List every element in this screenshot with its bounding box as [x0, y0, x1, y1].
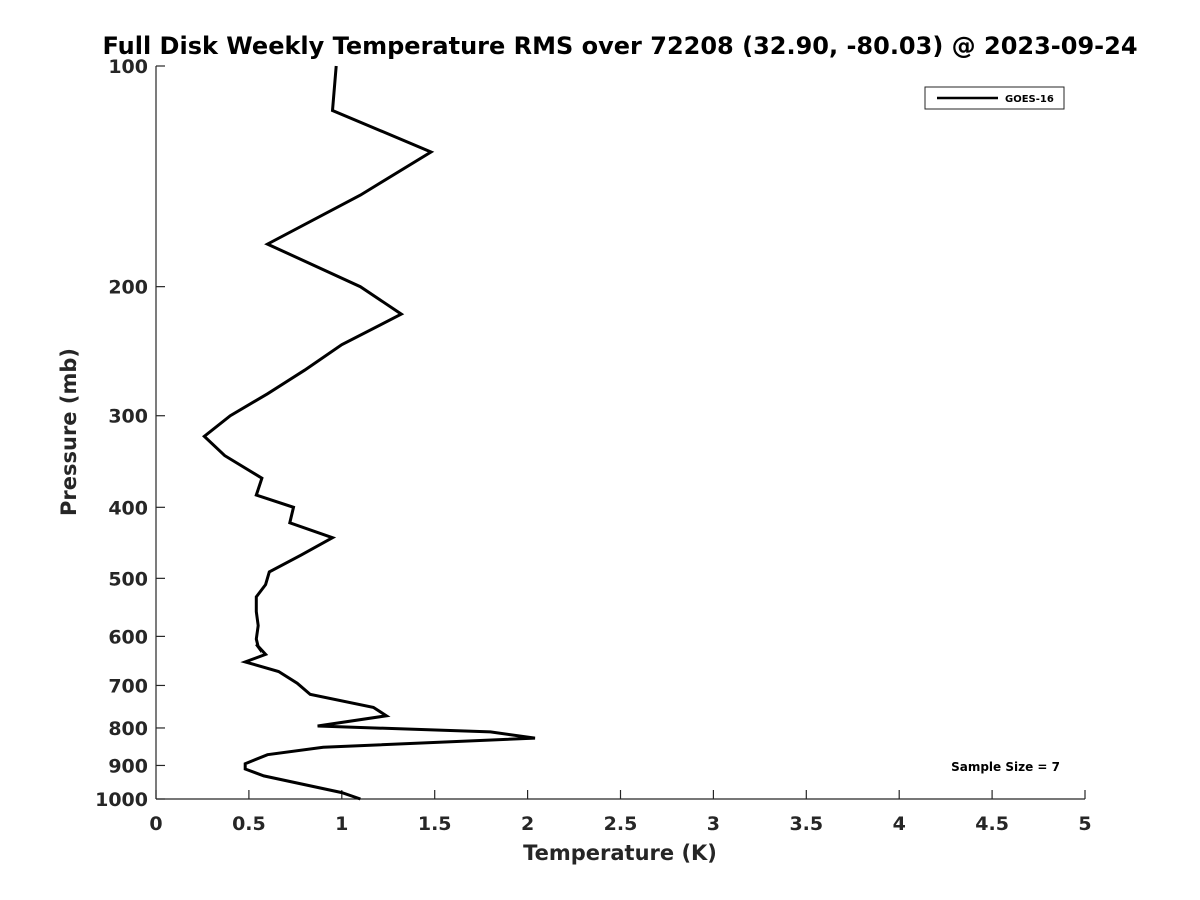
x-tick-label: 3 [707, 813, 720, 835]
chart-title: Full Disk Weekly Temperature RMS over 72… [102, 32, 1137, 60]
x-tick-label: 0 [149, 813, 162, 835]
y-tick-label: 900 [108, 755, 148, 777]
series-group [202, 65, 536, 801]
x-axis-label: Temperature (K) [523, 841, 717, 865]
x-tick-label: 4.5 [975, 813, 1009, 835]
x-tick-label: 1 [335, 813, 348, 835]
legend-entry-goes-16: GOES-16 [1005, 94, 1054, 105]
x-tick-label: 0.5 [232, 813, 266, 835]
x-tick-label: 2.5 [604, 813, 638, 835]
y-tick-label: 800 [108, 718, 148, 740]
y-tick-label: 100 [108, 56, 148, 78]
series-line-goes-16 [202, 65, 536, 801]
y-tick-label: 200 [108, 277, 148, 299]
y-tick-label: 1000 [95, 789, 148, 811]
x-tick-label: 5 [1078, 813, 1091, 835]
y-tick-label: 500 [108, 568, 148, 590]
x-tick-label: 2 [521, 813, 534, 835]
y-tick-label: 400 [108, 497, 148, 519]
sample-size-annotation: Sample Size = 7 [951, 760, 1060, 774]
x-axis-ticks: 0 0.5 1 1.5 2 2.5 3 3.5 4 4.5 5 [149, 790, 1092, 835]
legend: GOES-16 [924, 86, 1065, 110]
x-tick-label: 3.5 [789, 813, 823, 835]
y-tick-label: 600 [108, 626, 148, 648]
y-axis-label: Pressure (mb) [57, 348, 81, 516]
y-tick-label: 700 [108, 675, 148, 697]
y-tick-label: 300 [108, 406, 148, 428]
y-axis-ticks: 100 200 300 400 500 600 700 800 900 1000 [95, 56, 165, 811]
x-tick-label: 1.5 [418, 813, 452, 835]
x-tick-label: 4 [893, 813, 906, 835]
